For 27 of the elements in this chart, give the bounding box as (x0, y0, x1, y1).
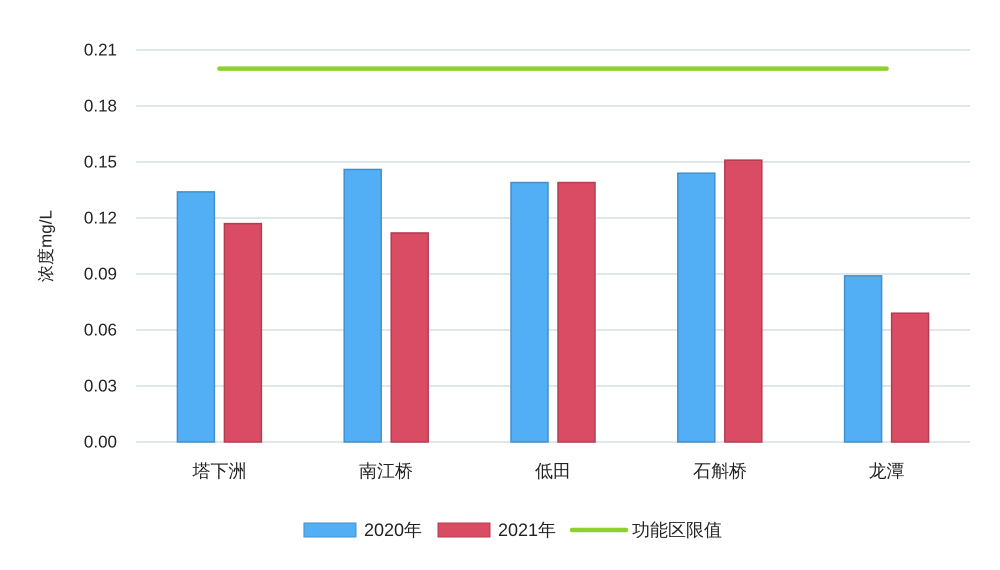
y-tick-label: 0.18 (84, 96, 117, 116)
y-tick-label: 0.15 (84, 152, 117, 172)
bar (677, 172, 716, 443)
x-tick-label: 塔下洲 (191, 461, 246, 481)
bar (224, 222, 262, 443)
x-tick-label: 石斛桥 (692, 461, 747, 481)
legend-label: 功能区限值 (632, 520, 722, 540)
bar (724, 159, 763, 443)
bar (343, 168, 382, 443)
y-tick-label: 0.06 (84, 320, 117, 340)
legend-label: 2021年 (498, 520, 556, 540)
y-axis-title: 浓度mg/L (36, 210, 56, 282)
bar (557, 182, 596, 443)
x-tick-label: 龙潭 (868, 461, 905, 481)
y-tick-label: 0.00 (84, 432, 117, 452)
bar (844, 275, 882, 443)
y-tick-label: 0.09 (84, 264, 117, 284)
legend-label: 2020年 (364, 520, 422, 540)
x-tick-label: 低田 (535, 461, 571, 481)
bar (176, 191, 216, 443)
bar (510, 182, 549, 443)
bar (390, 232, 429, 443)
y-tick-label: 0.03 (84, 376, 117, 396)
y-tick-label: 0.21 (84, 40, 117, 60)
bar (890, 312, 930, 443)
x-tick-label: 南江桥 (359, 461, 414, 481)
y-tick-label: 0.12 (84, 208, 117, 228)
